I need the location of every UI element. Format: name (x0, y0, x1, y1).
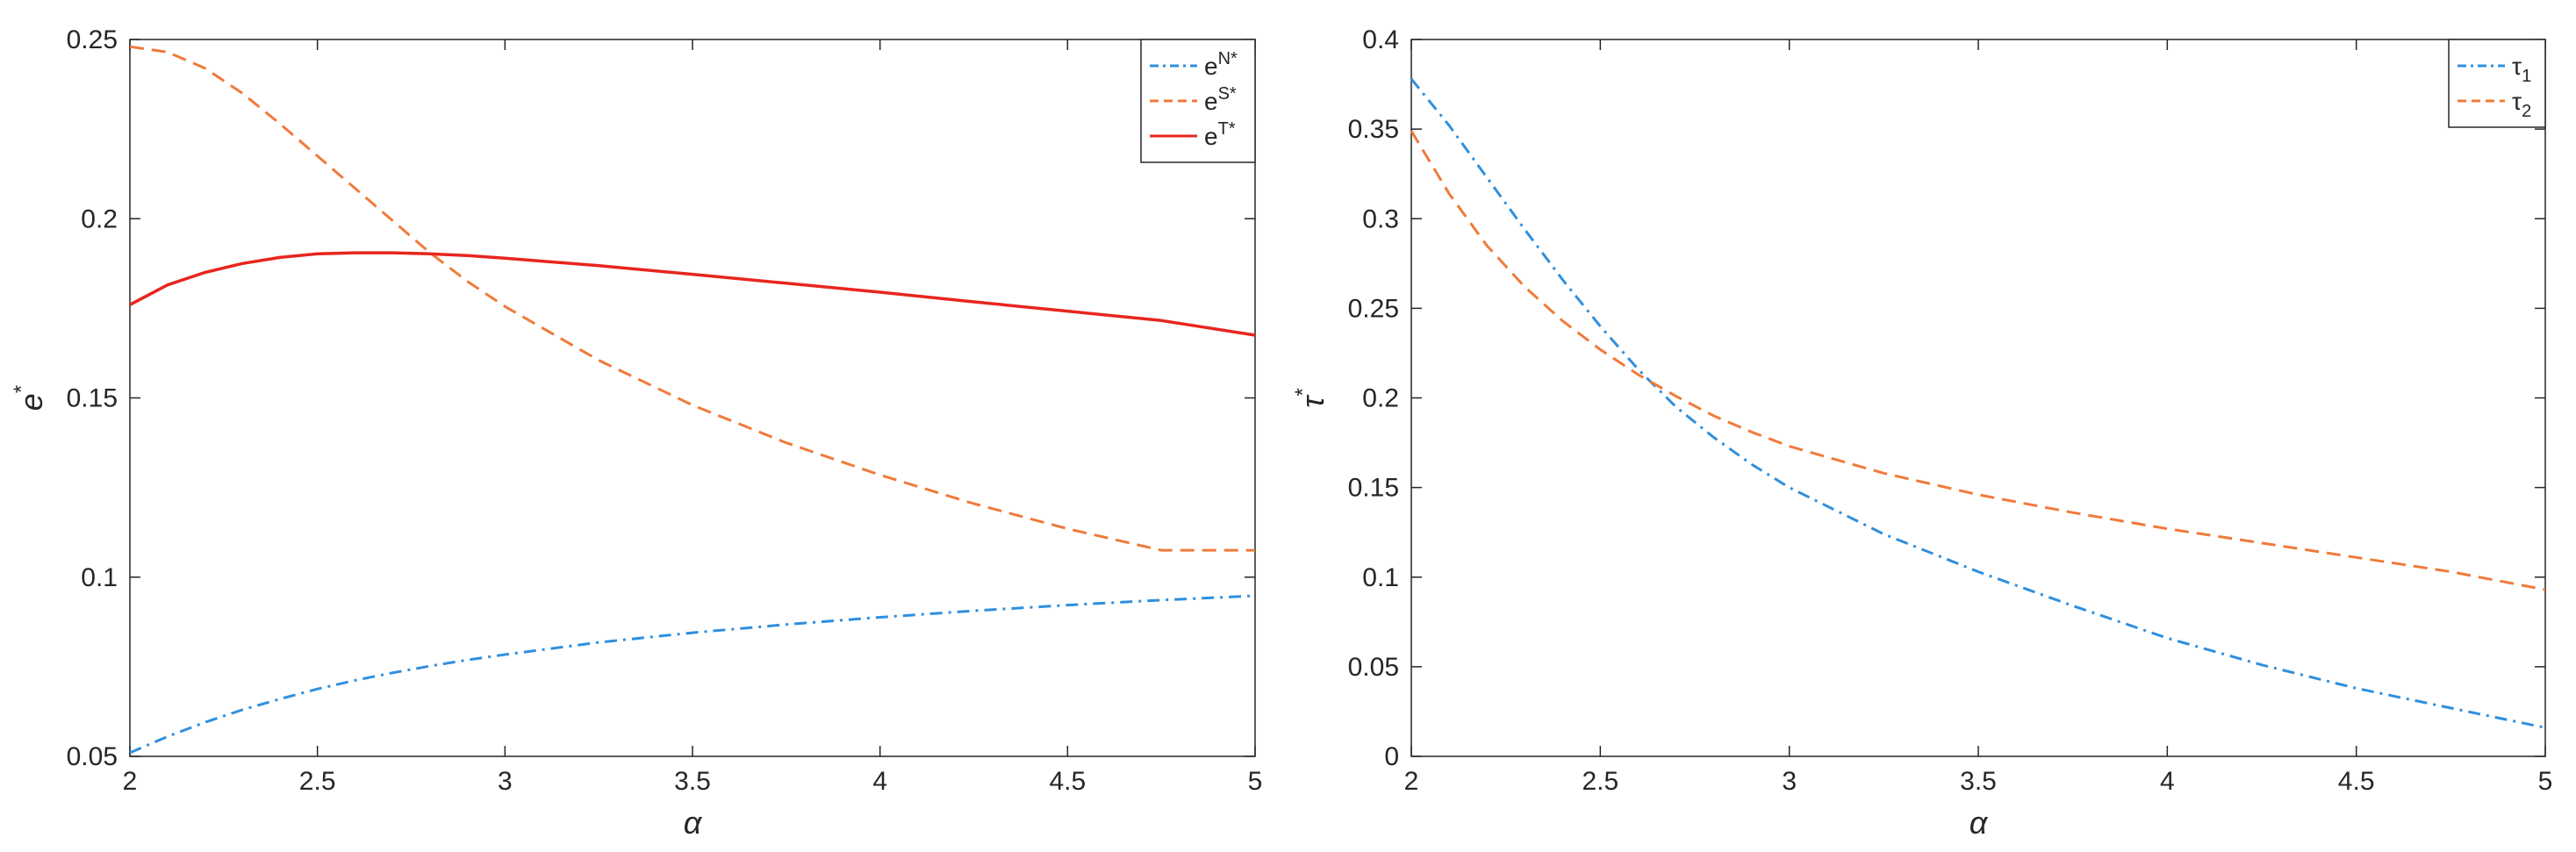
y-tick-label: 0.1 (81, 563, 118, 592)
y-tick-label: 0.15 (67, 384, 118, 413)
x-tick-label: 3 (1782, 767, 1797, 796)
x-tick-label: 2.5 (299, 767, 336, 796)
legend-entry-name: τ (2512, 53, 2522, 80)
x-tick-label: 5 (2538, 767, 2553, 796)
legend-entry-name: τ (2512, 88, 2522, 115)
right-chart-panel: 2 2.5 3 3.5 4 4.5 5 0 0.05 0.1 0.15 0.2 0.25 0.3 0.35 0… (1291, 25, 2552, 841)
legend-entry-0: eN* (1204, 49, 1238, 80)
y-tick-label: 0.05 (1348, 653, 1399, 682)
series-line-2 (129, 251, 1256, 337)
y-tick-label: 0.25 (1348, 294, 1399, 323)
y-axis-label-superscript: * (10, 385, 33, 393)
legend-entry-superscript: N* (1218, 49, 1238, 68)
y-tick-label: 0.25 (67, 25, 118, 54)
legend-entry-subscript: 2 (2522, 102, 2531, 121)
legend-entry-name: e (1204, 88, 1218, 115)
legend-box (1140, 39, 1256, 163)
y-tick-label: 0.2 (81, 204, 118, 233)
y-tick-label: 0.35 (1348, 115, 1399, 144)
y-tick-label: 0.3 (1362, 204, 1399, 233)
legend-entry-1: eS* (1204, 84, 1237, 115)
x-tick-label: 2 (123, 767, 138, 796)
y-tick-label: 0.05 (67, 742, 118, 771)
y-tick-label: 0.15 (1348, 474, 1399, 503)
y-tick-label: 0.4 (1362, 25, 1399, 54)
y-tick-label: 0.2 (1362, 384, 1399, 413)
legend-entry-2: eT* (1204, 119, 1236, 150)
x-tick-label: 2 (1404, 767, 1419, 796)
legend-entry-superscript: S* (1218, 84, 1237, 104)
y-axis-label-text: e (13, 393, 49, 411)
y-axis-label: τ* (1291, 388, 1331, 408)
legend-entry-subscript: 1 (2522, 67, 2531, 86)
legend-box (2448, 39, 2546, 128)
x-tick-label: 2.5 (1582, 767, 1618, 796)
x-tick-label: 4 (2160, 767, 2175, 796)
y-axis-label-text: τ (1295, 394, 1331, 408)
x-tick-label: 4 (872, 767, 887, 796)
y-axis-label-superscript: * (1291, 388, 1315, 396)
legend-entry-name: e (1204, 123, 1218, 150)
x-tick-label: 4.5 (1049, 767, 1086, 796)
legend-entry-0: τ1 (2512, 53, 2531, 86)
legend: eN*eS*eT* (1140, 39, 1256, 163)
x-tick-label: 4.5 (2338, 767, 2375, 796)
x-tick-label: 5 (1248, 767, 1263, 796)
x-tick-label: 3.5 (1960, 767, 1997, 796)
legend-entry-1: τ2 (2512, 88, 2531, 121)
y-axis-label: e* (10, 385, 49, 411)
y-tick-label: 0 (1384, 742, 1399, 771)
x-axis-label: α (684, 805, 703, 841)
legend-entry-name: e (1204, 53, 1218, 80)
series-line-0 (1410, 77, 2546, 729)
x-tick-label: 3 (498, 767, 513, 796)
x-axis-label: α (1970, 805, 1989, 841)
y-tick-label: 0.1 (1362, 563, 1399, 592)
x-tick-label: 3.5 (674, 767, 711, 796)
legend-entry-superscript: T* (1218, 119, 1236, 139)
left-chart-panel: 2 2.5 3 3.5 4 4.5 50.050.10.150.20.25αe*eN*eS*… (10, 25, 1262, 841)
